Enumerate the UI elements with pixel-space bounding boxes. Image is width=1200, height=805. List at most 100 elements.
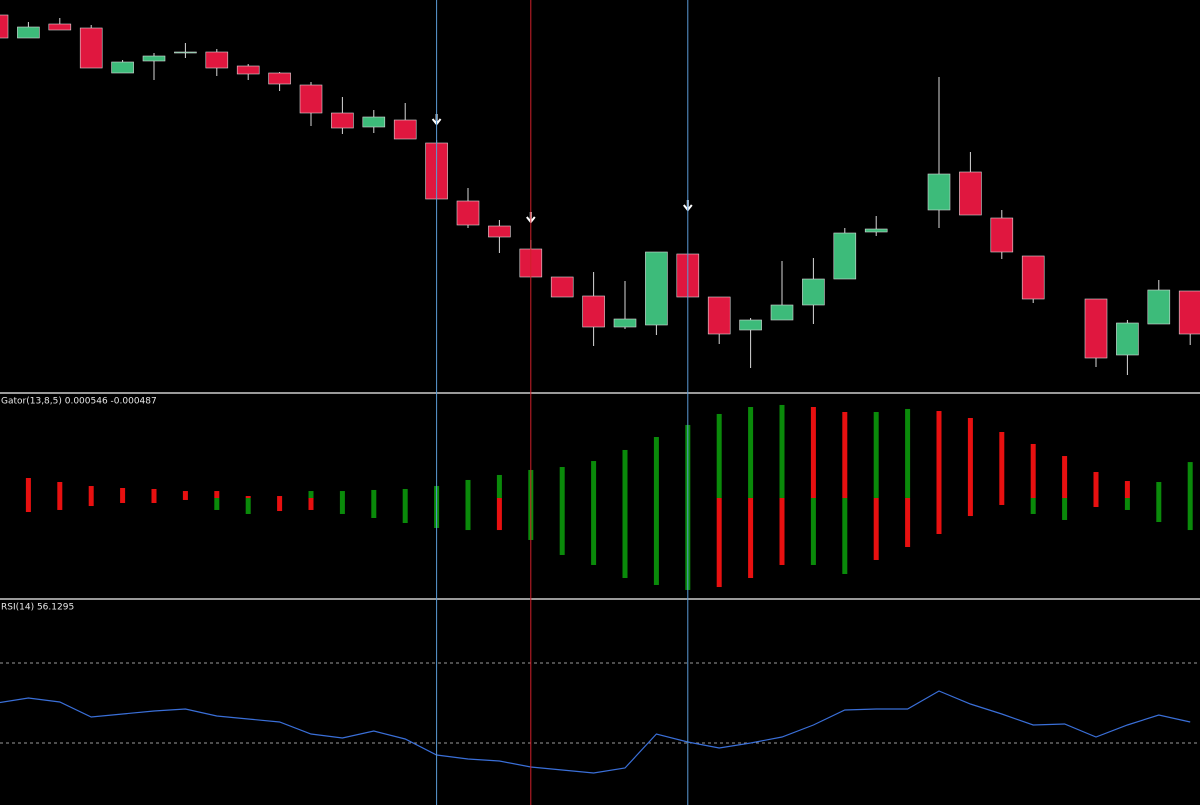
gator-lower-bar [182, 498, 188, 500]
gator-upper-bar [873, 412, 879, 498]
gator-upper-bar [371, 489, 377, 498]
candle-body [959, 171, 982, 216]
gator-lower-bar [339, 498, 345, 514]
candle-body [707, 296, 731, 335]
gator-upper-bar [465, 479, 471, 498]
candle-body [331, 112, 354, 129]
gator-upper-bar [277, 496, 283, 498]
gator-upper-bar [120, 487, 126, 498]
gator-label: Gator(13,8,5) 0.000546 -0.000487 [1, 397, 157, 407]
gator-upper-bar [779, 404, 785, 498]
gator-lower-bar [905, 498, 911, 548]
gator-lower-bar [810, 498, 816, 565]
gator-lower-bar [622, 498, 628, 579]
gator-lower-bar [748, 498, 754, 579]
gator-lower-bar [277, 498, 283, 512]
gator-upper-bar [1062, 456, 1068, 498]
gator-lower-bar [214, 498, 220, 510]
gator-lower-bar [1093, 498, 1099, 508]
gator-lower-bar [25, 498, 31, 513]
gator-upper-bar [1093, 472, 1099, 498]
gator-upper-bar [748, 407, 754, 498]
gator-lower-bar [245, 498, 251, 514]
candle-body [645, 251, 668, 326]
candle-body [236, 65, 260, 75]
gator-upper-bar [1124, 481, 1130, 498]
gator-upper-bar [559, 467, 565, 498]
candle-body [770, 304, 794, 321]
candle-body [456, 200, 480, 226]
candle-body [362, 116, 386, 128]
gator-lower-bar [120, 498, 126, 504]
gator-lower-bar [1156, 498, 1162, 523]
gator-upper-bar [245, 496, 251, 498]
gator-upper-bar [1187, 462, 1193, 498]
gator-upper-bar [999, 432, 1005, 498]
gator-lower-bar [999, 498, 1005, 505]
candle-body [393, 119, 417, 140]
gator-lower-bar [716, 498, 722, 588]
gator-lower-bar [873, 498, 879, 560]
candle-body [17, 26, 40, 39]
candle-body [142, 55, 166, 62]
gator-lower-bar [559, 498, 565, 555]
candle-body [613, 318, 637, 328]
gator-lower-bar [842, 498, 848, 574]
candle-body [488, 225, 511, 238]
gator-lower-bar [1062, 498, 1068, 520]
gator-lower-bar [465, 498, 471, 531]
candle-body [1147, 289, 1171, 325]
gator-upper-bar [308, 491, 314, 498]
gator-lower-bar [1187, 498, 1193, 531]
candle-body [864, 228, 888, 233]
gator-upper-bar [182, 491, 188, 498]
gator-lower-bar [1124, 498, 1130, 510]
rsi-line [0, 690, 1191, 774]
candle-body [268, 72, 291, 85]
candle-body [205, 51, 229, 69]
gator-upper-bar [622, 449, 628, 498]
gator-upper-bar [905, 408, 911, 498]
gator-lower-bar [779, 498, 785, 565]
gator-upper-bar [653, 437, 659, 498]
candle-body [111, 61, 134, 74]
candle-body [1084, 298, 1108, 359]
candle-body [48, 23, 72, 31]
gator-lower-bar [967, 498, 973, 517]
gator-upper-bar [810, 407, 816, 498]
gator-upper-bar [25, 477, 31, 498]
gator-upper-bar [339, 491, 345, 498]
candle-body [174, 51, 197, 54]
candle-body [299, 84, 323, 114]
rsi-label: RSI(14) 56.1295 [1, 603, 74, 613]
candle-body [990, 217, 1014, 253]
gator-upper-bar [214, 491, 220, 498]
gator-upper-bar [936, 411, 942, 498]
gator-upper-bar [1030, 443, 1036, 498]
gator-upper-bar [402, 488, 408, 498]
gator-upper-bar [151, 488, 157, 498]
gator-lower-bar [653, 498, 659, 585]
gator-upper-bar [496, 474, 502, 498]
candle-body [1178, 290, 1200, 335]
candle-body [0, 14, 9, 39]
gator-lower-bar [402, 498, 408, 524]
gator-upper-bar [967, 417, 973, 498]
gator-lower-bar [57, 498, 63, 510]
gator-lower-bar [936, 498, 942, 534]
candle-body [1021, 255, 1045, 300]
candle-body [927, 173, 951, 211]
candle-body [802, 278, 825, 306]
gator-upper-bar [716, 413, 722, 498]
gator-lower-bar [496, 498, 502, 531]
candle-body [79, 27, 103, 69]
gator-upper-bar [591, 461, 597, 498]
candle-body [582, 295, 605, 328]
candle-body [833, 232, 857, 280]
gator-lower-bar [151, 498, 157, 504]
gator-lower-bar [88, 498, 94, 507]
gator-upper-bar [842, 412, 848, 498]
